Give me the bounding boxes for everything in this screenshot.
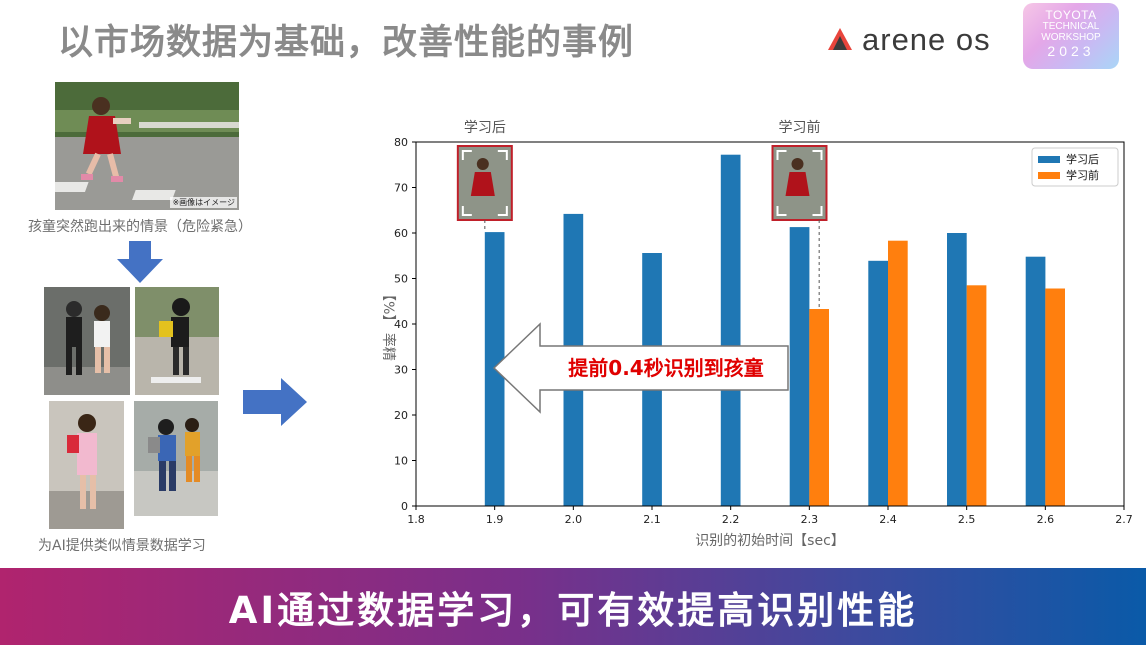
bar-after <box>1025 256 1046 506</box>
x-tick-label: 2.1 <box>643 513 661 526</box>
training-photo-2-image <box>135 287 219 395</box>
photo-child-running-image <box>55 82 239 210</box>
training-photo-2 <box>135 287 219 395</box>
arene-os-logo: arene os <box>826 22 991 58</box>
x-tick-label: 2.3 <box>801 513 819 526</box>
bar-after <box>868 260 888 506</box>
x-tick-label: 2.5 <box>958 513 976 526</box>
photo-note: ※画像はイメージ <box>170 197 237 208</box>
bar-after <box>947 233 967 506</box>
bar-chart: 0 10 20 30 40 50 60 70 80 1.8 1.9 2.0 2.1 2.2 2.3 2.4 2.… <box>380 119 1133 549</box>
x-tick-label: 2.2 <box>722 513 740 526</box>
bar-before <box>809 309 829 506</box>
marker-label-before: 学习前 <box>779 119 821 136</box>
bottom-banner: AI通过数据学习，可有效提高识别性能 <box>0 568 1146 645</box>
workshop-logo-line: TOYOTA <box>1045 8 1097 22</box>
training-photo-3 <box>49 401 124 529</box>
x-tick-label: 1.9 <box>486 513 504 526</box>
workshop-logo-line: WORKSHOP <box>1041 32 1101 43</box>
page-title: 以市场数据为基础，改善性能的事例 <box>58 23 635 63</box>
training-photo-1 <box>44 287 130 395</box>
y-tick-label: 10 <box>394 455 408 468</box>
y-tick-label: 50 <box>394 273 408 286</box>
banner-text: AI通过数据学习，可有效提高识别性能 <box>228 588 918 632</box>
caption-bottom: 为AI提供类似情景数据学习 <box>38 538 206 554</box>
plot-frame <box>415 141 1125 507</box>
arene-logo-text: arene os <box>862 22 991 57</box>
down-arrow-icon <box>117 241 163 283</box>
y-tick-label: 80 <box>394 136 408 149</box>
callout-text: 提前0.4秒识别到孩童 <box>568 356 763 380</box>
y-tick-label: 30 <box>394 364 408 377</box>
marker-label-after: 学习后 <box>464 120 506 136</box>
x-axis-label: 识别的初始时间【sec】 <box>695 532 845 549</box>
bar-before <box>1045 288 1065 506</box>
y-tick-label: 40 <box>394 318 408 331</box>
x-tick-label: 2.6 <box>1037 513 1055 526</box>
workshop-logo-line: 2023 <box>1047 43 1095 59</box>
caption-top: 孩童突然跑出来的情景（危险紧急） <box>28 219 252 235</box>
x-tick-label: 2.4 <box>879 513 897 526</box>
bar-before <box>888 240 908 506</box>
training-photo-3-image <box>49 401 124 529</box>
workshop-logo-line: TECHNICAL <box>1042 21 1100 32</box>
y-tick-label: 20 <box>394 409 408 422</box>
legend-label: 学习前 <box>1066 168 1099 182</box>
x-tick-label: 2.0 <box>565 513 583 526</box>
training-photo-1-image <box>44 287 130 395</box>
marker-thumbnail-figure <box>476 158 489 170</box>
arene-mark-icon <box>828 28 852 50</box>
marker-thumbnail-figure <box>470 172 495 196</box>
y-tick-label: 0 <box>401 500 408 513</box>
legend-swatch <box>1038 156 1060 163</box>
y-tick-label: 70 <box>394 182 408 195</box>
training-photo-4-image <box>134 401 218 516</box>
photo-child-running: ※画像はイメージ <box>55 82 239 210</box>
right-arrow-icon <box>243 378 307 426</box>
toyota-workshop-logo: TOYOTA TECHNICAL WORKSHOP 2023 <box>1023 3 1119 69</box>
bar-after <box>789 227 810 506</box>
marker-thumbnail-frame <box>776 150 823 216</box>
y-axis-label: 【%】 率精 <box>380 287 397 361</box>
callout-arrow <box>492 322 789 414</box>
bar-after <box>720 154 741 506</box>
legend-label: 学习后 <box>1066 152 1099 166</box>
bar-before <box>966 285 987 506</box>
training-photo-4 <box>134 401 218 516</box>
x-tick-label: 1.8 <box>407 513 425 526</box>
marker-thumbnail-figure <box>791 158 804 170</box>
marker-thumbnail-figure <box>785 172 810 196</box>
y-tick-label: 60 <box>394 227 408 240</box>
marker-thumbnail-frame <box>461 150 508 216</box>
legend-swatch <box>1038 172 1060 179</box>
x-tick-label: 2.7 <box>1115 513 1133 526</box>
